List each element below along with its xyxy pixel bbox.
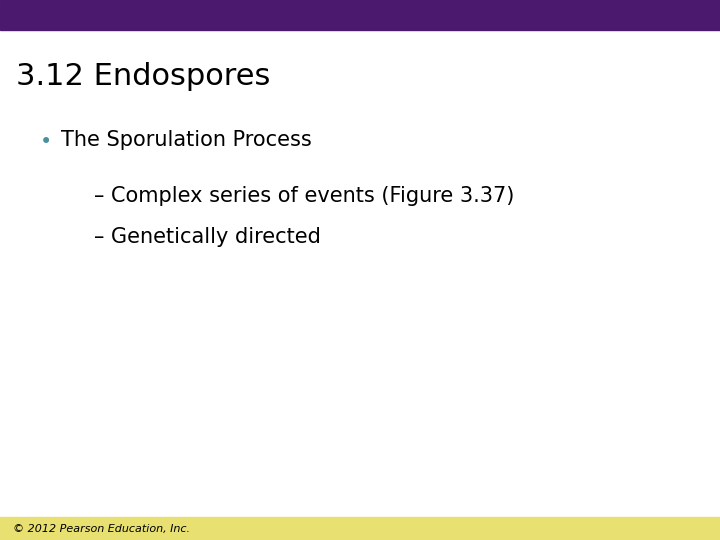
Text: © 2012 Pearson Education, Inc.: © 2012 Pearson Education, Inc. [13,524,190,534]
Text: – Genetically directed: – Genetically directed [94,227,320,247]
Bar [0,517,720,540]
Text: •: • [40,132,52,152]
Text: 3.12 Endospores: 3.12 Endospores [16,62,270,91]
Bar [0,0,720,30]
Text: The Sporulation Process: The Sporulation Process [61,130,312,150]
Text: – Complex series of events (Figure 3.37): – Complex series of events (Figure 3.37) [94,186,514,206]
